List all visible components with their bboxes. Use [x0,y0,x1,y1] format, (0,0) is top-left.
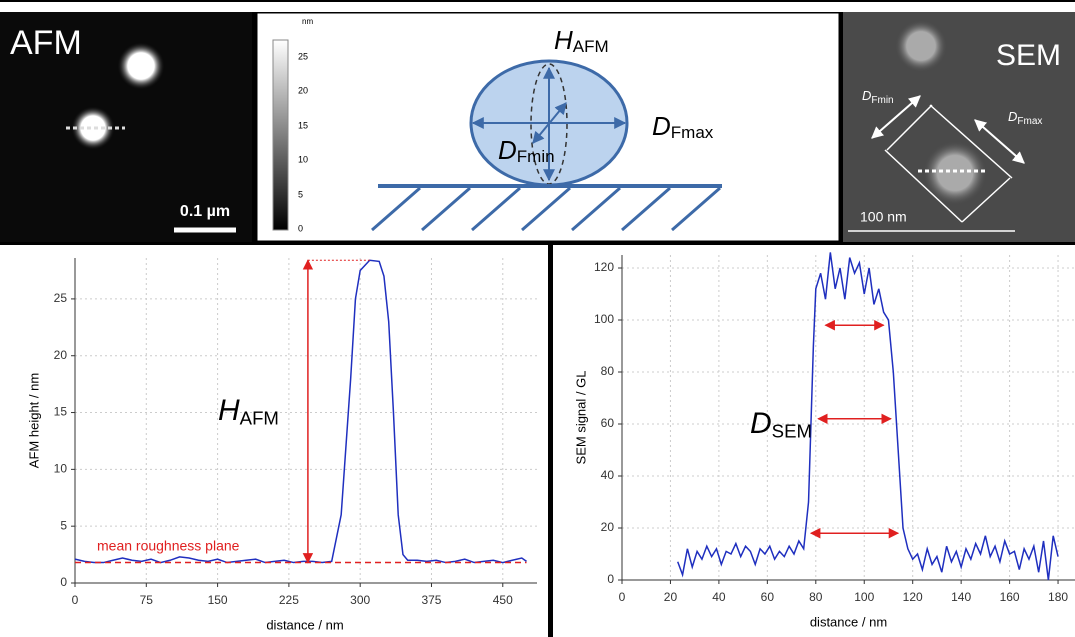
divider [840,0,843,245]
min-arrow [532,102,567,144]
divider [0,0,1075,2]
x-tick-label: 140 [951,590,971,604]
divider [548,242,553,637]
y-tick-label: 20 [601,520,615,534]
x-tick-label: 225 [279,593,299,607]
divider [0,242,1075,245]
x-tick-label: 60 [761,590,775,604]
colorbar-tick: 0 [298,223,303,233]
label-main: H [218,394,240,427]
y-tick-label: 120 [594,260,614,274]
x-tick-label: 120 [903,590,923,604]
y-tick-label: 20 [54,348,68,362]
x-tick-label: 450 [493,593,513,607]
particle [117,42,165,90]
x-tick-label: 20 [664,590,678,604]
y-tick-label: 0 [607,572,614,586]
height-label: HAFM [554,25,609,57]
y-tick-label: 5 [60,518,67,532]
x-tick-label: 160 [1000,590,1020,604]
x-tick-label: 100 [854,590,874,604]
sem-panel: SEM DFmin DFmax 100 nm [843,12,1075,242]
max-label: DFmax [1008,109,1042,126]
data-line [677,252,1059,581]
afm-panel: AFM 0.1 µm [0,0,252,242]
afm-title: AFM [10,24,82,62]
colorbar-tick: 10 [298,154,308,164]
colorbar [272,39,289,231]
colorbar-tick: 20 [298,85,308,95]
label-main: D [862,88,871,103]
label-sub: Fmax [671,123,714,142]
x-tick-label: 0 [619,590,626,604]
x-tick-label: 80 [809,590,823,604]
x-axis-label: distance / nm [266,617,343,632]
x-tick-label: 0 [72,593,79,607]
substrate-hatch [371,186,721,232]
sem-title: SEM [996,39,1061,72]
particle [71,106,115,150]
label-main: D [498,135,517,165]
max-label: DFmax [652,111,714,143]
schematic-panel: nm 25 20 15 10 5 0 HAFM DFmax DFmin [254,10,842,244]
y-tick-label: 0 [60,575,67,589]
curve-label: HAFM [218,394,279,428]
scale-bar-label: 100 nm [860,209,907,225]
afm-image [0,0,252,242]
top-margin [0,0,1075,12]
label-sub: AFM [240,407,279,428]
y-axis-label: AFM height / nm [26,373,41,468]
label-main: D [750,407,772,440]
colorbar-unit: nm [302,17,313,26]
y-axis-label: SEM signal / GL [573,371,588,465]
y-tick-label: 15 [54,405,68,419]
y-tick-label: 25 [54,291,68,305]
min-arrow [871,95,921,139]
scale-bar-label: 0.1 µm [180,203,230,220]
x-tick-label: 75 [140,593,154,607]
curve-label: DSEM [750,407,812,441]
label-main: H [554,25,573,55]
label-sub: AFM [573,37,609,56]
x-tick-label: 150 [208,593,228,607]
x-tick-label: 375 [421,593,441,607]
x-tick-label: 180 [1048,590,1068,604]
reference-label: mean roughness plane [97,538,240,554]
y-tick-label: 60 [601,416,615,430]
x-axis-label: distance / nm [810,614,887,629]
y-tick-label: 10 [54,462,68,476]
colorbar-tick: 5 [298,189,303,199]
label-main: D [652,111,671,141]
x-tick-label: 40 [712,590,726,604]
label-sub: Fmin [871,95,893,106]
label-main: D [1008,109,1017,124]
min-label: DFmin [862,88,894,105]
label-sub: Fmax [1017,116,1042,127]
max-arrow [974,119,1025,164]
particle [895,20,947,72]
x-tick-label: 300 [350,593,370,607]
label-sub: Fmin [517,147,555,166]
colorbar-tick: 15 [298,120,308,130]
min-label: DFmin [498,135,555,167]
y-tick-label: 100 [594,312,614,326]
divider [252,0,256,245]
y-tick-label: 40 [601,468,615,482]
label-sub: SEM [772,420,812,441]
colorbar-tick: 25 [298,51,308,61]
feret-box [884,104,1013,223]
y-tick-label: 80 [601,364,615,378]
particle [923,141,987,205]
